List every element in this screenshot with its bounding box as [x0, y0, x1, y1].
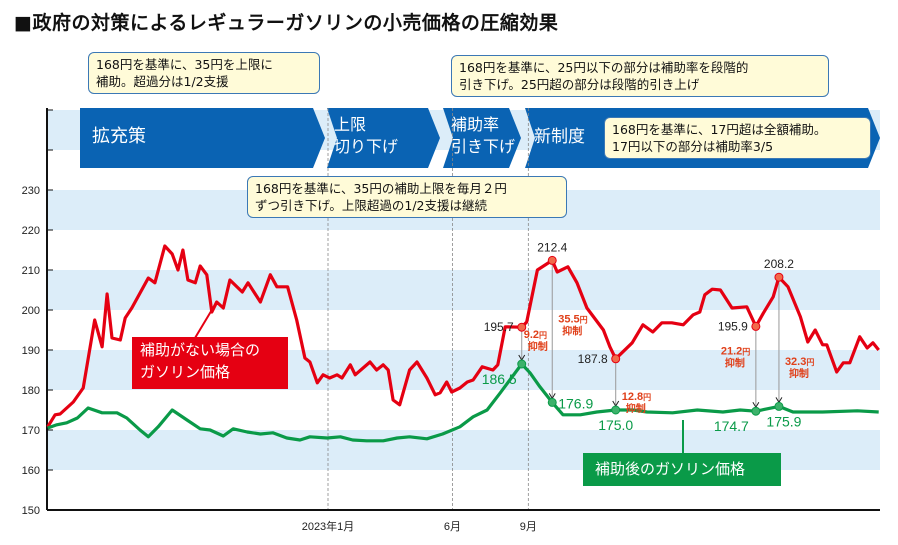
- price-marker-after: [751, 406, 761, 416]
- suppression-note-label: 抑制: [789, 367, 809, 380]
- phase-arrow: [443, 108, 521, 168]
- suppression-note-label: 抑制: [562, 324, 582, 337]
- suppression-amount-label: 32.3円: [785, 356, 814, 368]
- after-value-label: 174.7: [714, 418, 749, 434]
- phase-label-expansion: 拡充策: [92, 126, 146, 148]
- callout-cap-reduction: 168円を基準に、35円の補助上限を毎月２円 ずつ引き下げ。上限超過の1/2支援…: [247, 176, 567, 218]
- series-line-without-subsidy: [46, 244, 880, 428]
- callout-text: 168円を基準に、17円超は全額補助。: [612, 122, 827, 137]
- phase-text: 補助率: [451, 115, 500, 134]
- y-tick-label: 150: [22, 505, 40, 517]
- x-tick-label: 9月: [520, 521, 537, 533]
- grid-band: [47, 270, 880, 310]
- price-marker-before: [774, 272, 784, 282]
- phase-arrow: [80, 108, 325, 168]
- y-tick-label: 210: [22, 265, 40, 277]
- suppression-note-label: 抑制: [725, 356, 745, 369]
- suppression-amount-label: 9.2円: [524, 329, 547, 341]
- y-tick-label: 170: [22, 425, 40, 437]
- callout-text: ずつ引き下げ。上限超過の1/2支援は継続: [255, 198, 487, 213]
- x-tick-label: 2023年1月: [302, 519, 355, 533]
- before-value-label: 212.4: [537, 240, 567, 254]
- callout-text: 168円を基準に、35円の補助上限を毎月２円: [255, 181, 507, 196]
- callout-text: 17円以下の部分は補助率3/5: [612, 139, 774, 154]
- y-tick-label: 180: [22, 385, 40, 397]
- price-marker-after: [517, 359, 527, 369]
- price-marker-before: [547, 255, 557, 265]
- before-value-label: 208.2: [764, 257, 794, 271]
- suppression-amount-label: 12.8円: [622, 391, 651, 403]
- before-value-label: 187.8: [578, 352, 608, 366]
- chart-title: ■政府の対策によるレギュラーガソリンの小売価格の圧縮効果: [14, 12, 559, 34]
- callout-expansion: 168円を基準に、35円を上限に 補助。超過分は1/2支援: [88, 52, 320, 94]
- legend-text: ガソリン価格: [140, 363, 231, 381]
- price-marker-after: [611, 405, 621, 415]
- before-value-label: 195.7: [484, 320, 514, 334]
- phase-text: 切り下げ: [334, 137, 399, 156]
- callout-rate-reduction: 168円を基準に、25円以下の部分は補助率を段階的 引き下げ。25円超の部分は段…: [451, 55, 829, 97]
- price-marker-after: [774, 401, 784, 411]
- price-marker-before: [611, 354, 621, 364]
- before-value-label: 195.9: [718, 319, 748, 333]
- after-value-label: 176.9: [558, 395, 593, 411]
- phase-label-rate-reduction: 補助率 引き下げ: [451, 114, 515, 158]
- legend-text: 補助がない場合の: [140, 341, 261, 359]
- series-line-with-subsidy: [47, 362, 879, 443]
- suppression-note-label: 抑制: [528, 340, 548, 353]
- price-marker-before: [751, 321, 761, 331]
- callout-text: 補助。超過分は1/2支援: [96, 74, 229, 89]
- suppression-amount-label: 35.5円: [558, 313, 587, 325]
- price-marker-after: [547, 397, 557, 407]
- callout-text: 168円を基準に、35円を上限に: [96, 57, 273, 72]
- price-marker-before: [517, 322, 527, 332]
- suppression-amount-label: 21.2円: [721, 345, 750, 357]
- after-value-label: 175.0: [598, 417, 633, 433]
- phase-arrow: [327, 108, 440, 168]
- phase-text: 引き下げ: [451, 137, 516, 156]
- after-value-label: 186.5: [482, 371, 517, 387]
- phase-label-cap-reduction: 上限 切り下げ: [334, 114, 398, 158]
- phase-text: 上限: [334, 115, 367, 134]
- y-tick-label: 230: [22, 185, 40, 197]
- phase-text: 拡充策: [92, 126, 146, 147]
- after-value-label: 175.9: [766, 413, 801, 429]
- legend-without-subsidy: 補助がない場合の ガソリン価格: [132, 337, 288, 389]
- phase-label-new-system: 新制度: [534, 126, 585, 148]
- x-tick-label: 6月: [444, 521, 461, 533]
- y-tick-label: 220: [22, 225, 40, 237]
- suppression-note-label: 抑制: [626, 402, 646, 415]
- legend-pointer: [194, 307, 214, 339]
- legend-with-subsidy: 補助後のガソリン価格: [583, 453, 781, 486]
- callout-text: 引き下げ。25円超の部分は段階的引き上げ: [459, 77, 700, 92]
- y-tick-label: 200: [22, 305, 40, 317]
- callout-new-system: 168円を基準に、17円超は全額補助。 17円以下の部分は補助率3/5: [604, 117, 871, 159]
- legend-text: 補助後のガソリン価格: [595, 460, 746, 478]
- y-tick-label: 190: [22, 345, 40, 357]
- callout-text: 168円を基準に、25円以下の部分は補助率を段階的: [459, 60, 749, 75]
- y-tick-label: 160: [22, 465, 40, 477]
- phase-text: 新制度: [534, 127, 585, 147]
